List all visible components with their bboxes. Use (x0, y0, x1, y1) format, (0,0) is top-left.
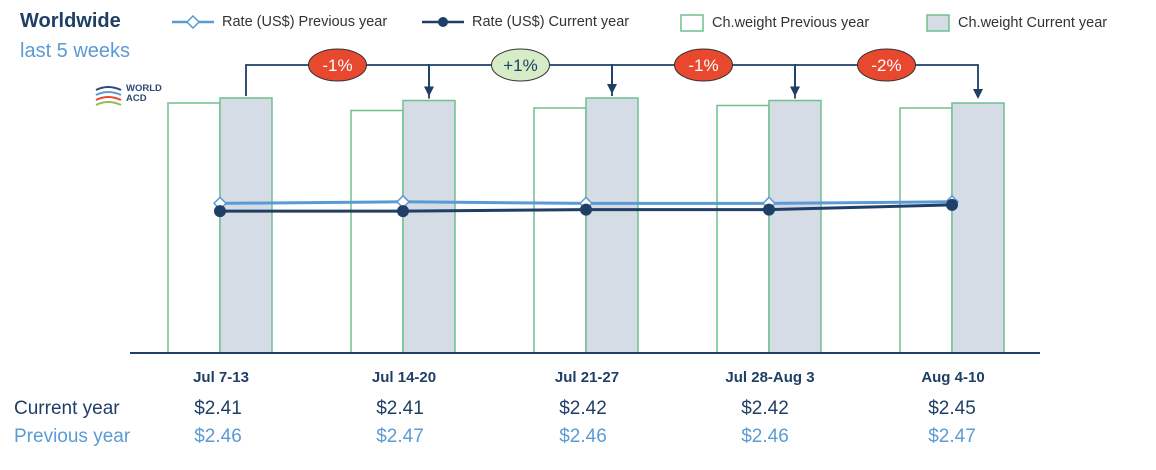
bar-cw-previous (533, 107, 587, 354)
point-rate-current (214, 205, 226, 218)
logo-line1: WORLD (126, 83, 162, 94)
bar-cw-previous (350, 109, 404, 354)
x-tick-label: Jul 21-27 (555, 369, 619, 386)
change-badge (857, 48, 916, 82)
legend-item-cw-prev: Ch.weight Previous year (680, 14, 869, 32)
bar-cw-current (402, 99, 456, 354)
table-label-previous: Previous year (14, 426, 131, 447)
bar-cw-previous (899, 107, 953, 354)
legend-label-rate-cur: Rate (US$) Current year (472, 14, 630, 30)
bar-cw-current (951, 102, 1005, 354)
change-badge-label: -1% (322, 56, 352, 75)
bar-cw-previous (716, 104, 770, 354)
table-previous-value: $2.46 (559, 426, 607, 447)
table-current-value: $2.45 (928, 398, 976, 419)
table-label-current: Current year (14, 398, 120, 419)
legend-item-rate-prev: Rate (US$) Previous year (172, 14, 387, 30)
legend-label-cw-prev: Ch.weight Previous year (712, 15, 870, 31)
table-current-value: $2.41 (194, 398, 242, 419)
legend-marker-rate-cur (422, 17, 464, 27)
legend-item-rate-cur: Rate (US$) Current year (422, 14, 629, 30)
table-previous-value: $2.46 (194, 426, 242, 447)
x-tick-label: Jul 7-13 (193, 369, 249, 386)
world-acd-logo: WORLD ACD (94, 84, 174, 110)
change-badge (491, 48, 550, 82)
logo-line2: ACD (126, 93, 147, 104)
x-tick-label: Jul 28-Aug 3 (725, 369, 814, 386)
legend: Rate (US$) Previous year Rate (US$) Curr… (0, 14, 1156, 38)
bar-cw-current (219, 97, 273, 354)
legend-label-rate-prev: Rate (US$) Previous year (222, 14, 388, 30)
change-badge-label: -2% (871, 56, 901, 75)
x-tick-label: Jul 14-20 (372, 369, 436, 386)
bar-cw-current (585, 97, 639, 354)
legend-marker-cw-cur (926, 14, 950, 32)
change-badge-label: +1% (503, 56, 538, 75)
point-rate-current (580, 203, 592, 216)
table-current-value: $2.42 (741, 398, 789, 419)
change-arrowhead (973, 89, 983, 99)
bar-cw-current (768, 99, 822, 354)
legend-label-cw-cur: Ch.weight Current year (958, 15, 1108, 31)
chart-subtitle: last 5 weeks (20, 40, 131, 62)
point-rate-current (397, 205, 409, 218)
point-rate-current (763, 203, 775, 216)
change-badge (308, 48, 367, 82)
x-tick-label: Aug 4-10 (921, 369, 984, 386)
table-current-value: $2.42 (559, 398, 607, 419)
world-acd-logo-icon (95, 86, 122, 106)
legend-item-cw-cur: Ch.weight Current year (926, 14, 1107, 32)
table-previous-value: $2.47 (376, 426, 424, 447)
point-rate-current (946, 198, 958, 211)
change-badge (674, 48, 733, 82)
chart-title: Worldwide (20, 10, 121, 32)
table-previous-value: $2.46 (741, 426, 789, 447)
table-current-value: $2.41 (376, 398, 424, 419)
legend-marker-rate-prev (172, 15, 214, 29)
bar-cw-previous (167, 102, 221, 354)
legend-marker-cw-prev (680, 14, 704, 32)
change-badge-label: -1% (688, 56, 718, 75)
table-previous-value: $2.47 (928, 426, 976, 447)
